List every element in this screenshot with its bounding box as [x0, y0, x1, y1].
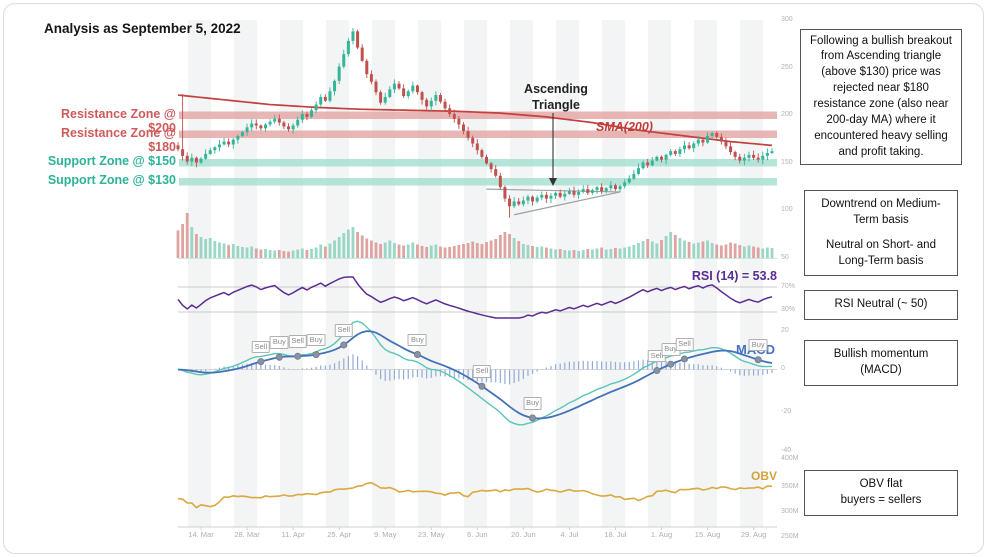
macd-line — [177, 320, 773, 426]
zone-band-180 — [179, 130, 777, 138]
signal-dot-5 — [413, 351, 421, 359]
signal-dot-4 — [340, 341, 348, 349]
signal-dot-6 — [478, 382, 486, 390]
sma-200-line — [177, 94, 773, 147]
zone-band-150 — [179, 159, 777, 167]
annotation-arrow-head — [549, 178, 557, 186]
signal-dot-3 — [312, 351, 320, 359]
volume-bars — [176, 213, 774, 258]
signal-dot-10 — [681, 355, 689, 363]
signal-dot-8 — [653, 367, 661, 375]
signal-dot-2 — [294, 352, 302, 360]
zone-band-200 — [179, 111, 777, 119]
signal-dot-9 — [667, 360, 675, 368]
signal-dot-1 — [275, 353, 283, 361]
price-candles — [176, 28, 774, 218]
signal-dot-11 — [754, 356, 762, 364]
rsi-line — [177, 276, 773, 319]
macd-histogram — [177, 354, 773, 385]
signal-dot-7 — [529, 414, 537, 422]
obv-line — [177, 481, 773, 509]
triangle-upper-line — [486, 188, 621, 193]
signal-dot-0 — [257, 358, 265, 366]
triangle-lower-line — [514, 191, 621, 216]
zone-band-130 — [179, 178, 777, 186]
macd-signal-line — [177, 330, 773, 420]
